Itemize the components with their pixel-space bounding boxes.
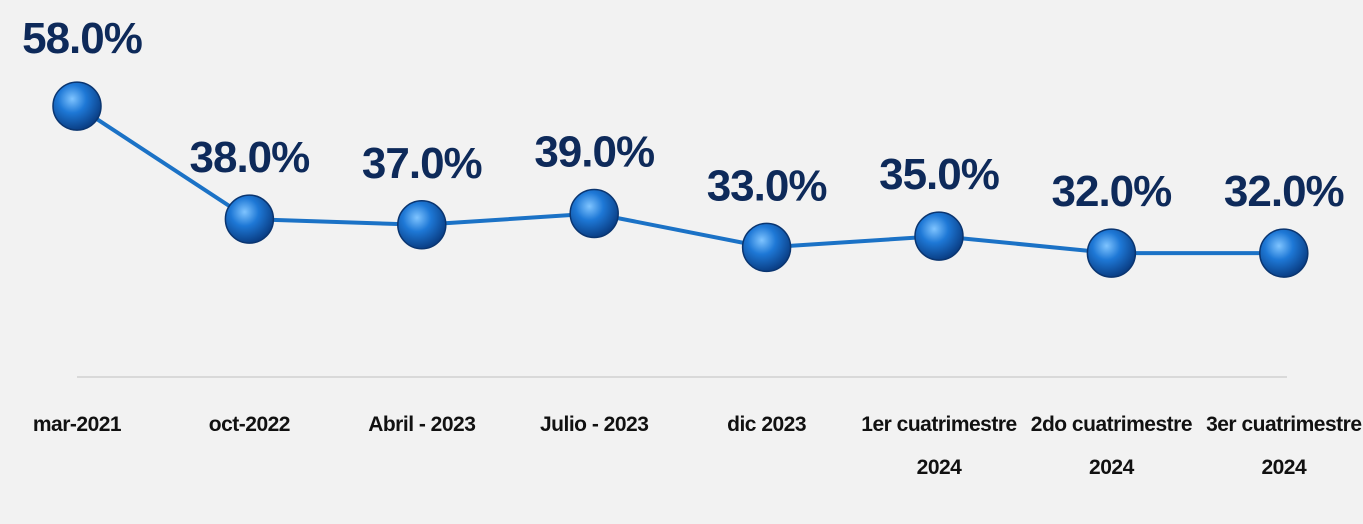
marker — [914, 211, 964, 261]
x-tick-label: Julio - 2023 — [539, 413, 649, 436]
marker — [1259, 228, 1309, 278]
x-tick-label: 2do cuatrimestre 2024 — [1030, 413, 1193, 479]
x-tick-label: 3er cuatrimestre 2024 — [1206, 413, 1362, 479]
marker — [741, 222, 792, 273]
marker — [397, 200, 447, 250]
x-tick-label: oct-2022 — [208, 413, 291, 436]
data-label: 35.0% — [879, 150, 999, 199]
marker — [52, 81, 102, 131]
marker — [1086, 228, 1137, 278]
x-tick-label: 1er cuatrimestre 2024 — [861, 413, 1017, 479]
data-label: 38.0% — [190, 133, 310, 182]
x-tick-label: dic 2023 — [727, 413, 807, 436]
x-tick-label: mar-2021 — [32, 413, 122, 436]
marker — [224, 194, 275, 244]
marker — [569, 188, 619, 239]
x-tick-label: Abril - 2023 — [368, 413, 476, 436]
data-label: 32.0% — [1224, 167, 1344, 216]
data-label: 39.0% — [534, 127, 654, 176]
line — [75, 104, 1284, 256]
data-label: 58.0% — [22, 14, 142, 63]
data-label: 37.0% — [362, 139, 482, 188]
data-label: 33.0% — [707, 161, 827, 210]
data-label: 32.0% — [1052, 167, 1172, 216]
